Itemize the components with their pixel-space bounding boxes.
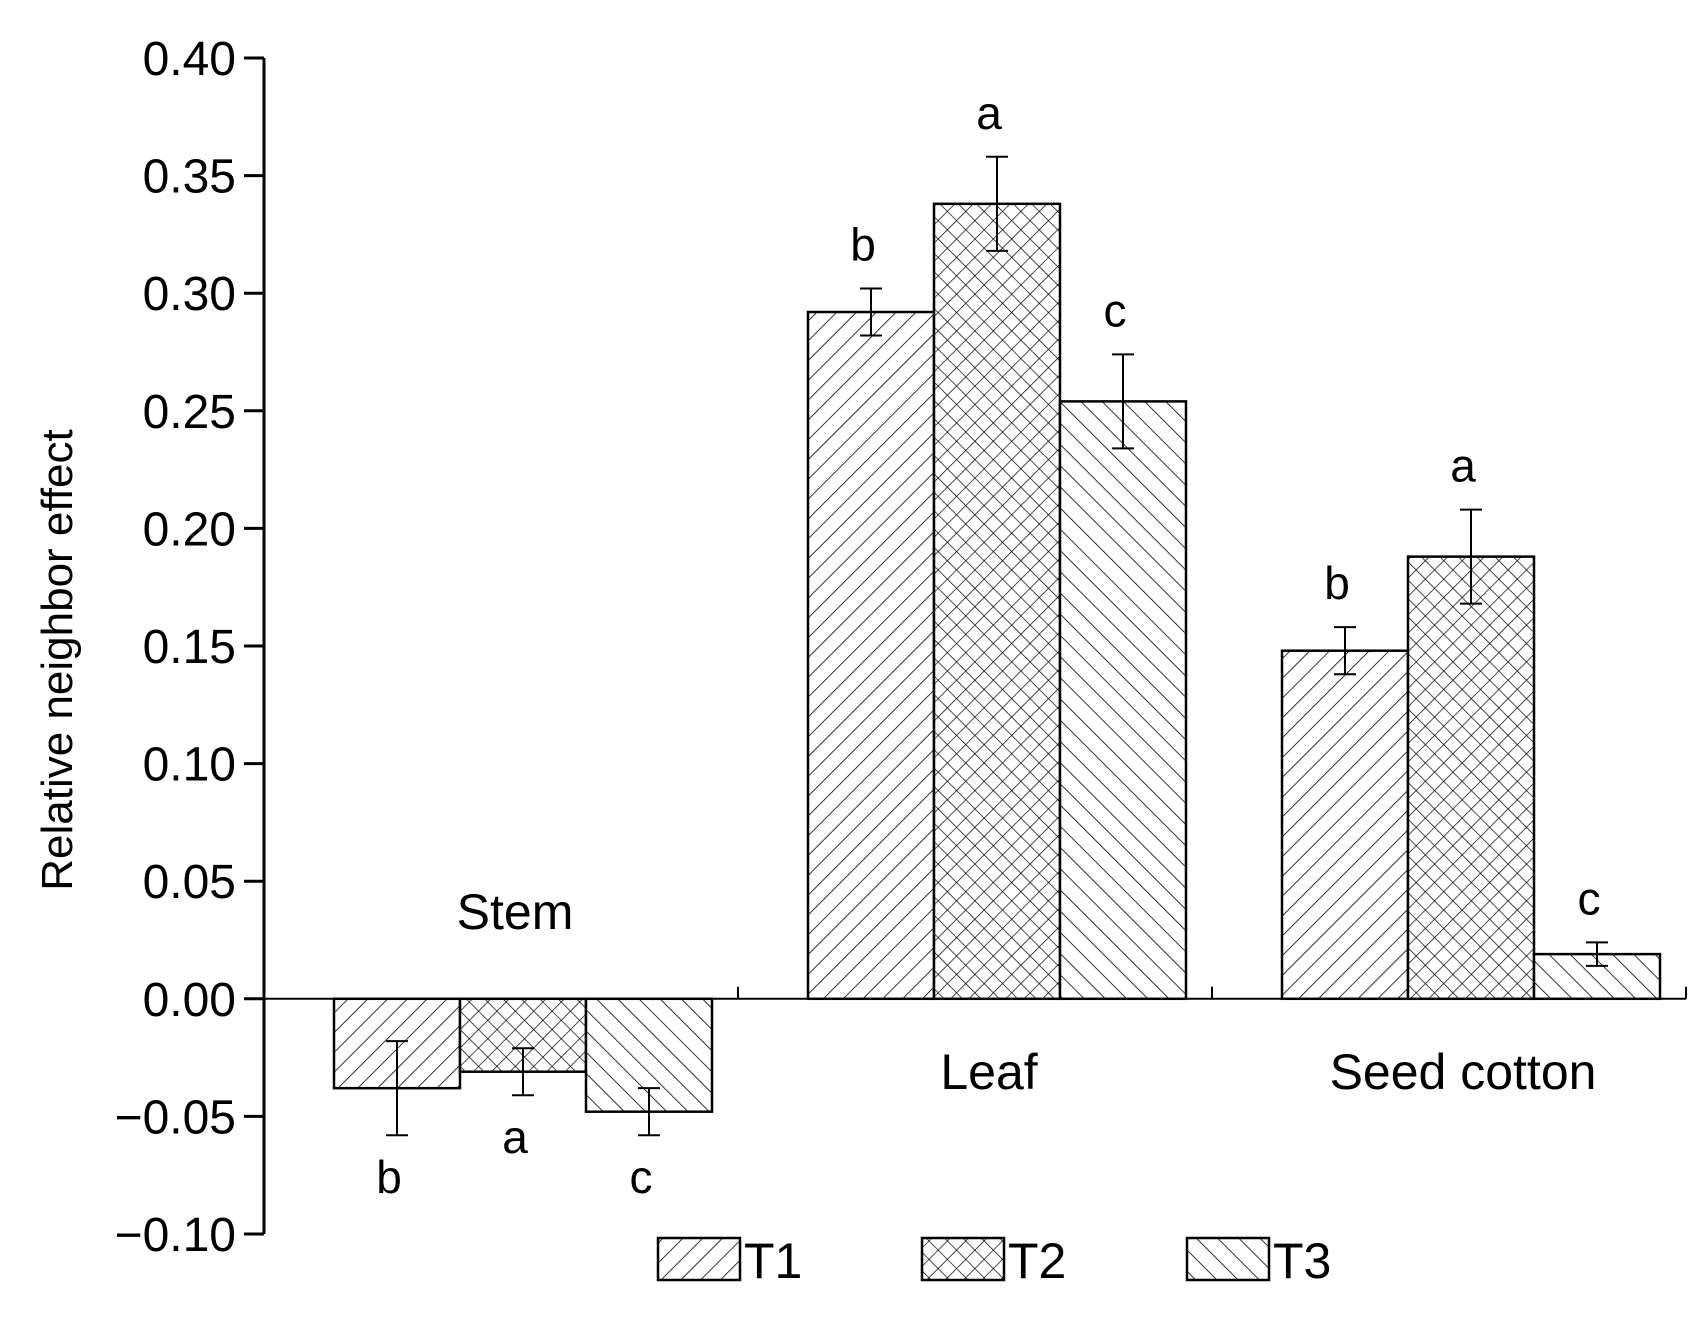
legend-swatch-pattern — [1187, 1238, 1269, 1280]
legend-label: T3 — [1273, 1233, 1331, 1289]
y-tick-label: 0.05 — [143, 856, 236, 909]
legend: T1 T2 T3 — [656, 1233, 1331, 1289]
legend-swatch-t1 — [656, 1236, 742, 1282]
bar-pattern — [1282, 650, 1408, 999]
y-tick-label: 0.40 — [143, 33, 236, 86]
significance-letters: b a c b a c b a c — [376, 87, 1600, 1203]
category-labels: Stem Leaf Seed cotton — [457, 884, 1597, 1100]
error-bars — [386, 155, 1608, 1137]
y-tick-label: 0.35 — [143, 151, 236, 204]
significance-letter: a — [1450, 440, 1476, 492]
y-tick-label: 0.00 — [143, 974, 236, 1027]
y-tick-label: 0.15 — [143, 621, 236, 674]
bars — [332, 202, 1662, 1113]
significance-letter: c — [1578, 872, 1601, 924]
legend-swatch-t2 — [920, 1236, 1006, 1282]
bar-pattern-cross — [1408, 556, 1534, 999]
legend-swatch-t3 — [1185, 1236, 1271, 1282]
significance-letter: c — [1104, 284, 1127, 336]
legend-label: T1 — [744, 1233, 802, 1289]
bar-pattern-cross — [934, 203, 1060, 999]
category-label: Seed cotton — [1330, 1044, 1597, 1100]
significance-letter: b — [850, 218, 876, 270]
significance-letter: a — [502, 1111, 528, 1163]
y-tick-label: 0.25 — [143, 386, 236, 439]
y-axis-label: Relative neighbor effect — [33, 429, 82, 890]
legend-label: T2 — [1008, 1233, 1066, 1289]
y-tick-label: 0.10 — [143, 739, 236, 792]
legend-swatch-pattern-cross — [922, 1238, 1004, 1280]
y-tick-label: −0.05 — [115, 1091, 236, 1144]
y-tick-label: −0.10 — [115, 1209, 236, 1262]
significance-letter: b — [376, 1151, 402, 1203]
y-tick-label: 0.20 — [143, 503, 236, 556]
category-label: Stem — [457, 884, 574, 940]
axes: 0.40 0.35 0.30 0.25 0.20 0.15 0.10 0.05 0.00 −0.0… — [115, 33, 1687, 1262]
significance-letter: b — [1324, 557, 1350, 609]
bar-pattern — [1060, 401, 1186, 999]
y-tick-label: 0.30 — [143, 268, 236, 321]
significance-letter: a — [976, 87, 1002, 139]
bar-pattern — [808, 312, 934, 999]
significance-letter: c — [630, 1151, 653, 1203]
category-label: Leaf — [940, 1044, 1037, 1100]
legend-swatch-pattern — [658, 1238, 740, 1280]
